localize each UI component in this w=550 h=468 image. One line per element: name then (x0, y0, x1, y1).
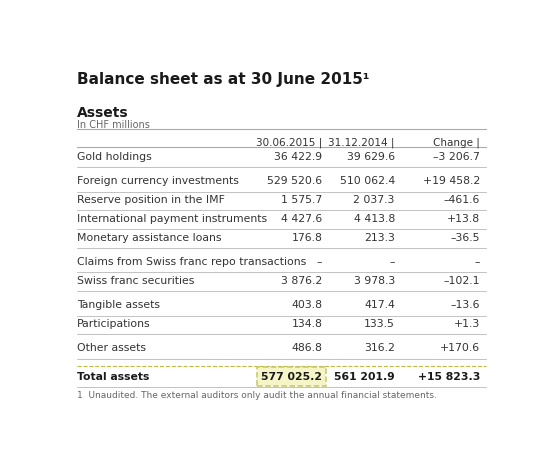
Text: +15 823.3: +15 823.3 (417, 372, 480, 381)
Text: Assets: Assets (77, 106, 129, 120)
Text: Total assets: Total assets (77, 372, 150, 381)
Text: –: – (317, 257, 322, 267)
Text: Swiss franc securities: Swiss franc securities (77, 276, 195, 286)
Text: 1 575.7: 1 575.7 (281, 195, 322, 205)
Text: +13.8: +13.8 (447, 214, 480, 224)
Text: 3 978.3: 3 978.3 (354, 276, 395, 286)
Text: Other assets: Other assets (77, 344, 146, 353)
Text: –3 206.7: –3 206.7 (433, 152, 480, 162)
Text: 2 037.3: 2 037.3 (354, 195, 395, 205)
Text: 561 201.9: 561 201.9 (334, 372, 395, 381)
Text: +19 458.2: +19 458.2 (423, 176, 480, 186)
Text: International payment instruments: International payment instruments (77, 214, 267, 224)
Text: Gold holdings: Gold holdings (77, 152, 152, 162)
Text: Tangible assets: Tangible assets (77, 300, 160, 310)
Text: 529 520.6: 529 520.6 (267, 176, 322, 186)
Text: 3 876.2: 3 876.2 (281, 276, 322, 286)
Text: 316.2: 316.2 (364, 344, 395, 353)
Text: Reserve position in the IMF: Reserve position in the IMF (77, 195, 225, 205)
Text: –102.1: –102.1 (444, 276, 480, 286)
Text: 510 062.4: 510 062.4 (339, 176, 395, 186)
Text: 213.3: 213.3 (364, 233, 395, 242)
Text: Monetary assistance loans: Monetary assistance loans (77, 233, 222, 242)
Text: 31.12.2014 |: 31.12.2014 | (328, 137, 395, 148)
Text: Foreign currency investments: Foreign currency investments (77, 176, 239, 186)
Text: –36.5: –36.5 (450, 233, 480, 242)
Text: 36 422.9: 36 422.9 (274, 152, 322, 162)
Text: 417.4: 417.4 (364, 300, 395, 310)
Text: 176.8: 176.8 (292, 233, 322, 242)
Text: 133.5: 133.5 (364, 319, 395, 329)
Text: +170.6: +170.6 (440, 344, 480, 353)
Text: Change |: Change | (433, 137, 480, 148)
Text: 4 427.6: 4 427.6 (281, 214, 322, 224)
Text: Participations: Participations (77, 319, 151, 329)
Text: 577 025.2: 577 025.2 (261, 372, 322, 381)
Text: –461.6: –461.6 (444, 195, 480, 205)
Text: 134.8: 134.8 (292, 319, 322, 329)
FancyBboxPatch shape (257, 366, 326, 386)
Text: 39 629.6: 39 629.6 (346, 152, 395, 162)
Text: 403.8: 403.8 (292, 300, 322, 310)
Text: –13.6: –13.6 (450, 300, 480, 310)
Text: 1  Unaudited. The external auditors only audit the annual financial statements.: 1 Unaudited. The external auditors only … (77, 391, 437, 400)
Text: 30.06.2015 |: 30.06.2015 | (256, 137, 322, 148)
Text: In CHF millions: In CHF millions (77, 120, 150, 130)
Text: –: – (389, 257, 395, 267)
Text: Claims from Swiss franc repo transactions: Claims from Swiss franc repo transaction… (77, 257, 306, 267)
Text: 486.8: 486.8 (292, 344, 322, 353)
Text: +1.3: +1.3 (454, 319, 480, 329)
Text: 4 413.8: 4 413.8 (354, 214, 395, 224)
Text: –: – (475, 257, 480, 267)
Text: Balance sheet as at 30 June 2015¹: Balance sheet as at 30 June 2015¹ (77, 73, 370, 88)
